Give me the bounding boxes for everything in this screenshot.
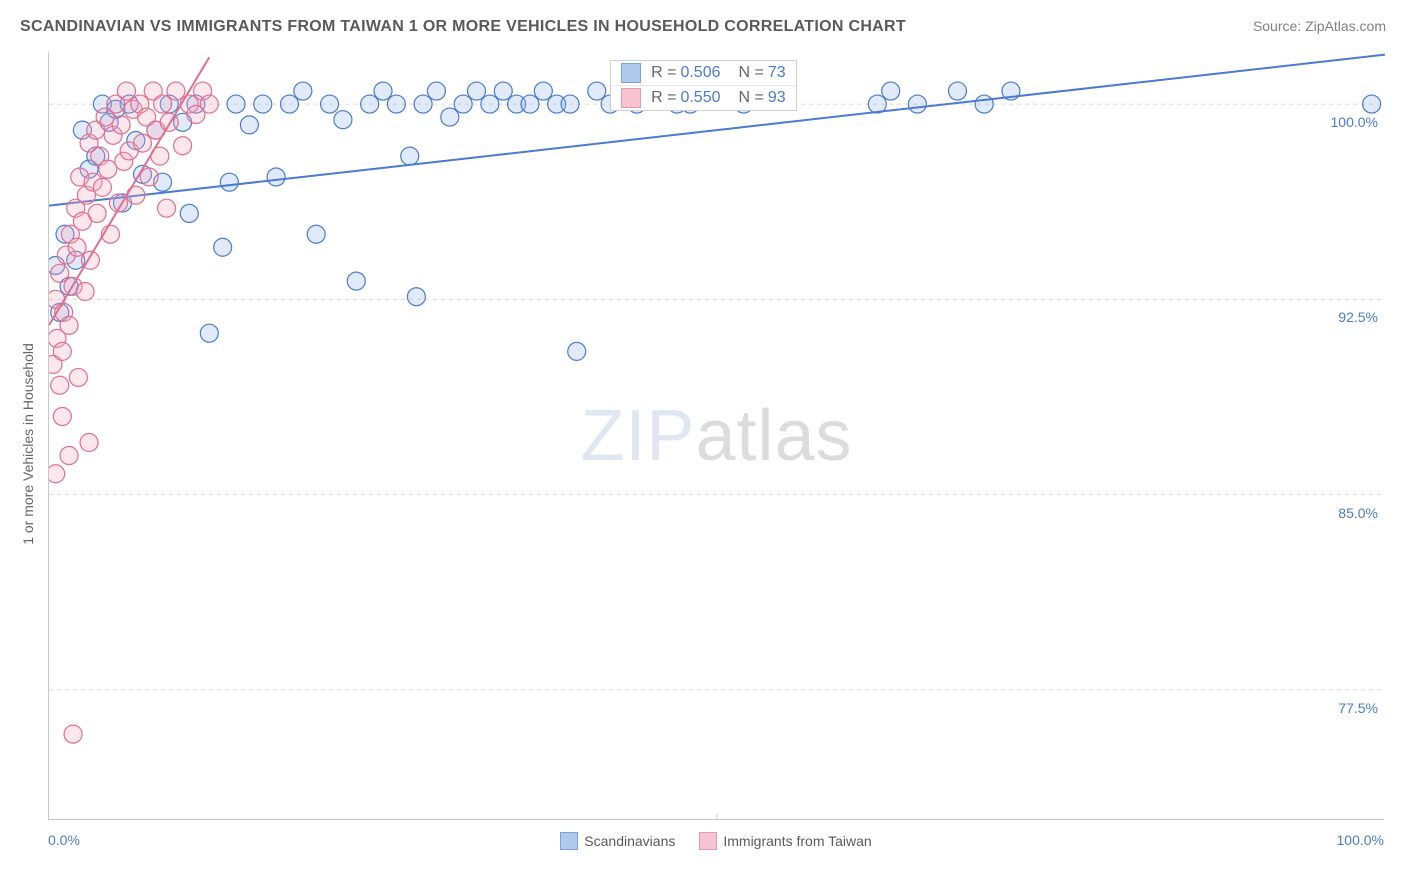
data-point-taiwan bbox=[117, 82, 135, 100]
data-point-taiwan bbox=[76, 283, 94, 301]
data-point-scandinavians bbox=[401, 147, 419, 165]
data-point-scandinavians bbox=[294, 82, 312, 100]
stat-row-scandinavians: R = 0.506 N = 73 bbox=[611, 61, 796, 85]
data-point-scandinavians bbox=[908, 95, 926, 113]
legend-label: Immigrants from Taiwan bbox=[723, 833, 871, 849]
stat-n-prefix: N = bbox=[739, 64, 764, 82]
data-point-taiwan bbox=[53, 342, 71, 360]
source-label: Source: ZipAtlas.com bbox=[1253, 18, 1386, 34]
data-point-taiwan bbox=[53, 407, 71, 425]
data-point-taiwan bbox=[69, 368, 87, 386]
data-point-taiwan bbox=[200, 95, 218, 113]
data-point-scandinavians bbox=[200, 324, 218, 342]
data-point-scandinavians bbox=[347, 272, 365, 290]
data-point-scandinavians bbox=[1363, 95, 1381, 113]
y-axis-label: 1 or more Vehicles in Household bbox=[20, 284, 36, 604]
legend-label: Scandinavians bbox=[584, 833, 675, 849]
data-point-taiwan bbox=[174, 137, 192, 155]
stat-n-value: 93 bbox=[768, 89, 786, 107]
stat-row-taiwan: R = 0.550 N = 93 bbox=[611, 85, 796, 110]
y-tick-label: 85.0% bbox=[1338, 505, 1378, 521]
data-point-scandinavians bbox=[307, 225, 325, 243]
data-point-scandinavians bbox=[454, 95, 472, 113]
data-point-taiwan bbox=[160, 113, 178, 131]
y-tick-label: 92.5% bbox=[1338, 309, 1378, 325]
chart-header: SCANDINAVIAN VS IMMIGRANTS FROM TAIWAN 1… bbox=[20, 18, 1386, 42]
data-point-scandinavians bbox=[220, 173, 238, 191]
data-point-scandinavians bbox=[361, 95, 379, 113]
scatter-plot: ZIPatlas 100.0%92.5%85.0%77.5%R = 0.506N… bbox=[48, 52, 1384, 820]
data-point-taiwan bbox=[64, 725, 82, 743]
chart-page: SCANDINAVIAN VS IMMIGRANTS FROM TAIWAN 1… bbox=[0, 0, 1406, 892]
data-point-taiwan bbox=[68, 238, 86, 256]
stat-n-prefix: N = bbox=[739, 89, 764, 107]
stat-r-prefix: R = bbox=[651, 89, 676, 107]
data-point-taiwan bbox=[51, 376, 69, 394]
y-tick-label: 100.0% bbox=[1331, 114, 1378, 130]
data-point-scandinavians bbox=[407, 288, 425, 306]
data-point-taiwan bbox=[158, 199, 176, 217]
legend-item-taiwan: Immigrants from Taiwan bbox=[699, 832, 871, 850]
data-point-taiwan bbox=[60, 316, 78, 334]
data-point-scandinavians bbox=[214, 238, 232, 256]
stat-r-value: 0.506 bbox=[680, 64, 720, 82]
data-point-scandinavians bbox=[280, 95, 298, 113]
data-point-taiwan bbox=[93, 178, 111, 196]
stat-n-value: 73 bbox=[768, 64, 786, 82]
data-point-scandinavians bbox=[427, 82, 445, 100]
data-point-taiwan bbox=[49, 465, 65, 483]
data-point-scandinavians bbox=[534, 82, 552, 100]
data-point-scandinavians bbox=[948, 82, 966, 100]
data-point-scandinavians bbox=[588, 82, 606, 100]
data-point-scandinavians bbox=[414, 95, 432, 113]
data-point-taiwan bbox=[154, 95, 172, 113]
data-point-scandinavians bbox=[374, 82, 392, 100]
data-point-taiwan bbox=[134, 134, 152, 152]
data-point-taiwan bbox=[99, 160, 117, 178]
data-point-taiwan bbox=[80, 434, 98, 452]
data-point-scandinavians bbox=[494, 82, 512, 100]
data-point-scandinavians bbox=[254, 95, 272, 113]
y-axis-label-wrap: 1 or more Vehicles in Household bbox=[18, 52, 42, 820]
data-point-scandinavians bbox=[561, 95, 579, 113]
legend-item-scandinavians: Scandinavians bbox=[560, 832, 675, 850]
data-point-scandinavians bbox=[267, 168, 285, 186]
data-point-taiwan bbox=[140, 168, 158, 186]
data-point-scandinavians bbox=[227, 95, 245, 113]
legend-swatch bbox=[560, 832, 578, 850]
plot-svg bbox=[49, 52, 1385, 820]
data-point-taiwan bbox=[60, 447, 78, 465]
data-point-taiwan bbox=[112, 116, 130, 134]
stat-r-value: 0.550 bbox=[680, 89, 720, 107]
data-point-taiwan bbox=[88, 204, 106, 222]
data-point-scandinavians bbox=[468, 82, 486, 100]
data-point-scandinavians bbox=[321, 95, 339, 113]
data-point-scandinavians bbox=[387, 95, 405, 113]
legend-swatch bbox=[699, 832, 717, 850]
data-point-scandinavians bbox=[481, 95, 499, 113]
legend: Scandinavians Immigrants from Taiwan bbox=[48, 832, 1384, 853]
data-point-scandinavians bbox=[521, 95, 539, 113]
data-point-scandinavians bbox=[975, 95, 993, 113]
stat-r-prefix: R = bbox=[651, 64, 676, 82]
chart-title: SCANDINAVIAN VS IMMIGRANTS FROM TAIWAN 1… bbox=[20, 18, 906, 35]
stat-swatch bbox=[621, 63, 641, 83]
data-point-taiwan bbox=[51, 264, 69, 282]
data-point-scandinavians bbox=[441, 108, 459, 126]
data-point-scandinavians bbox=[180, 204, 198, 222]
stat-swatch bbox=[621, 88, 641, 108]
data-point-scandinavians bbox=[882, 82, 900, 100]
stat-box: R = 0.506 N = 73 R = 0.550 N = 93 bbox=[610, 60, 797, 111]
y-tick-label: 77.5% bbox=[1338, 700, 1378, 716]
data-point-scandinavians bbox=[334, 111, 352, 129]
data-point-scandinavians bbox=[240, 116, 258, 134]
data-point-taiwan bbox=[167, 82, 185, 100]
data-point-scandinavians bbox=[568, 342, 586, 360]
